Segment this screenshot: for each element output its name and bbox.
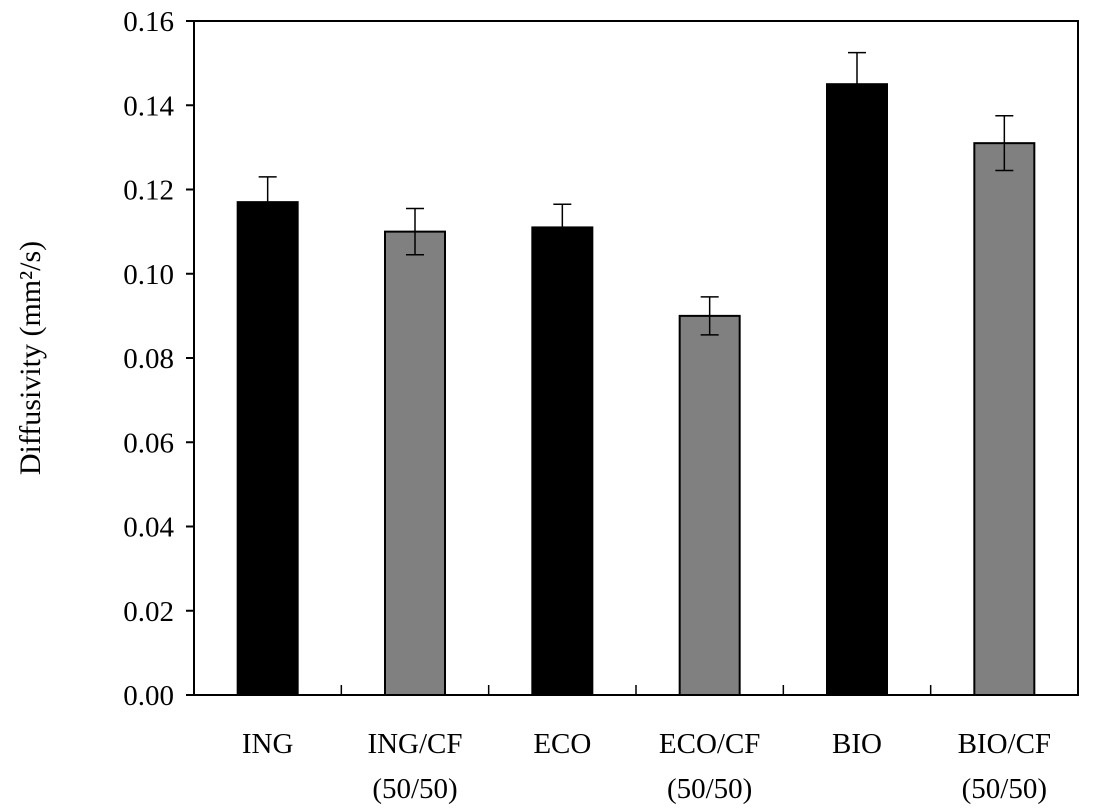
bar	[531, 226, 594, 696]
bar	[826, 83, 888, 696]
y-tick-label: 0.12	[123, 175, 174, 207]
y-tick-label: 0.04	[123, 512, 174, 544]
bar	[384, 230, 446, 696]
y-tick-label: 0.16	[123, 6, 174, 38]
bar	[973, 142, 1036, 697]
x-tick-label: ECO/CF	[659, 728, 761, 760]
error-bars-group	[258, 51, 1014, 336]
bar	[236, 201, 299, 696]
x-tick-label: BIO	[832, 728, 882, 760]
bars-group	[236, 83, 1036, 697]
x-axis: ING ING/CF (50/50) ECO ECO/CF (50/50) BIO BIO/C…	[242, 685, 1051, 805]
y-axis-title: Diffusivity (mm²/s)	[14, 241, 47, 475]
y-tick-label: 0.08	[123, 343, 174, 375]
y-tick-label: 0.10	[123, 259, 174, 291]
y-axis: 0.00 0.02 0.04 0.06 0.08 0.10 0.12 0.14 0.16	[123, 6, 194, 712]
y-tick-label: 0.06	[123, 427, 174, 459]
x-tick-label: (50/50)	[962, 773, 1047, 805]
y-tick-label: 0.00	[123, 680, 174, 712]
x-tick-label: ECO	[533, 728, 591, 760]
x-tick-label: BIO/CF	[958, 728, 1051, 760]
x-tick-label: (50/50)	[372, 773, 457, 805]
x-tick-label: ING	[242, 728, 294, 760]
x-tick-label: ING/CF	[367, 728, 462, 760]
plot-area-frame	[193, 20, 1079, 696]
y-tick-label: 0.02	[123, 596, 174, 628]
x-tick-label: (50/50)	[667, 773, 752, 805]
bar	[678, 314, 741, 696]
y-tick-label: 0.14	[123, 90, 174, 122]
